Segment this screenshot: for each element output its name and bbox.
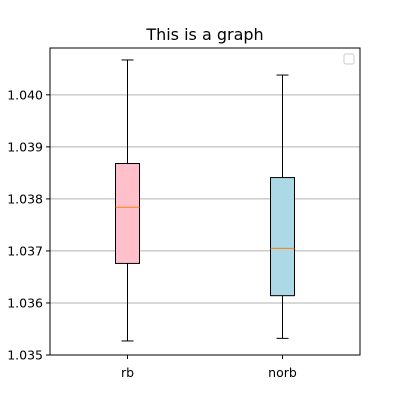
legend-box xyxy=(343,53,355,65)
y-gridlines xyxy=(50,94,360,304)
box-rb xyxy=(115,59,140,342)
axis-ticks: 1.035 1.036 1.037 1.038 1.039 1.040 rb norb xyxy=(7,87,297,380)
x-tick-label: rb xyxy=(121,365,134,380)
y-tick-label: 1.039 xyxy=(7,139,43,154)
y-tick-label: 1.040 xyxy=(7,87,43,102)
y-tick-label: 1.037 xyxy=(7,243,43,258)
plot-area-frame xyxy=(49,47,361,356)
chart-title: This is a graph xyxy=(145,25,263,44)
box-series xyxy=(115,59,295,342)
box-body xyxy=(270,177,295,297)
x-tick-label: norb xyxy=(268,365,297,380)
y-tick-label: 1.038 xyxy=(7,191,43,206)
box-norb xyxy=(270,74,295,339)
y-tick-label: 1.035 xyxy=(7,348,43,363)
box-body xyxy=(115,163,140,264)
y-tick-label: 1.036 xyxy=(7,295,43,310)
